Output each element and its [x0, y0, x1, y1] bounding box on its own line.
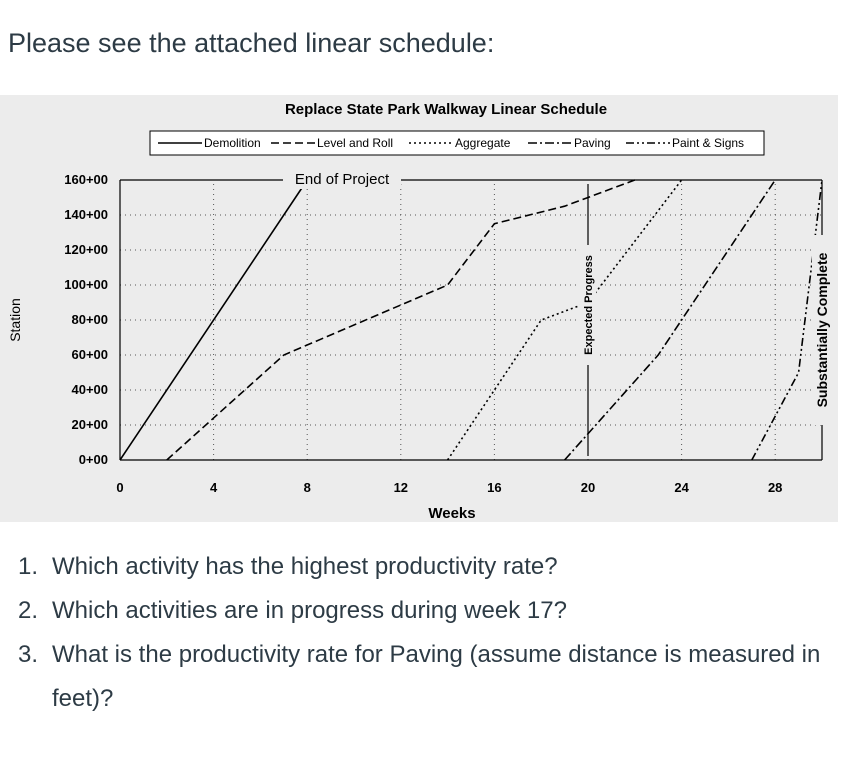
chart-tick-labels: 0 4 8 12 16 20 24 28 0+00 20+00 40+00 60+00 80+00 100…	[7, 172, 782, 522]
chart-series	[119, 179, 823, 461]
legend-label: Level and Roll	[317, 136, 393, 150]
chart-title: Replace State Park Walkway Linear Schedu…	[285, 101, 607, 118]
series-line	[119, 179, 308, 461]
x-tick-label: 0	[116, 480, 123, 495]
y-tick-label: 120+00	[64, 242, 108, 257]
y-tick-label: 0+00	[79, 452, 108, 467]
expected-progress-annotation: Expected Progress	[583, 255, 595, 355]
question-item: 3. What is the productivity rate for Pav…	[18, 633, 848, 721]
y-axis-label: Station	[7, 298, 23, 342]
series-line	[751, 179, 823, 461]
question-number: 2.	[18, 597, 39, 624]
legend-label: Paving	[574, 136, 611, 150]
x-tick-label: 16	[487, 480, 501, 495]
linear-schedule-chart: Replace State Park Walkway Linear Schedu…	[0, 95, 838, 522]
chart-grid	[120, 179, 822, 460]
series-line	[564, 179, 776, 461]
question-text: Which activity has the highest productiv…	[52, 553, 558, 580]
question-item: 2. Which activities are in progress duri…	[18, 589, 848, 633]
series-line	[166, 179, 636, 461]
y-tick-label: 60+00	[71, 347, 108, 362]
question-text: Which activities are in progress during …	[52, 597, 567, 624]
x-axis-label: Weeks	[428, 505, 475, 522]
y-tick-label: 140+00	[64, 207, 108, 222]
x-tick-label: 4	[210, 480, 218, 495]
question-item: 1. Which activity has the highest produc…	[18, 545, 848, 589]
substantially-complete-annotation: Substantially Complete	[814, 252, 830, 407]
y-tick-label: 100+00	[64, 277, 108, 292]
y-tick-label: 80+00	[71, 312, 108, 327]
question-number: 3.	[18, 641, 39, 668]
end-of-project-bg	[283, 167, 401, 189]
question-number: 1.	[18, 553, 39, 580]
legend-label: Aggregate	[455, 136, 511, 150]
legend-box	[149, 130, 765, 156]
x-tick-label: 28	[768, 480, 782, 495]
x-tick-label: 24	[674, 480, 689, 495]
y-tick-label: 160+00	[64, 172, 108, 187]
x-tick-label: 12	[394, 480, 408, 495]
series-line	[446, 179, 683, 461]
x-tick-label: 20	[581, 480, 595, 495]
x-tick-label: 8	[304, 480, 311, 495]
y-tick-label: 40+00	[71, 382, 108, 397]
question-list: 1. Which activity has the highest produc…	[18, 545, 848, 721]
legend-label: Paint & Signs	[672, 136, 744, 150]
chart-svg: Replace State Park Walkway Linear Schedu…	[7, 101, 832, 522]
y-tick-label: 20+00	[71, 417, 108, 432]
expected-progress-bg	[580, 245, 596, 365]
chart-legend: Demolition Level and Roll Aggregate Paving P…	[149, 130, 765, 156]
question-text: What is the productivity rate for Paving…	[52, 641, 821, 712]
legend-label: Demolition	[204, 136, 261, 150]
intro-text: Please see the attached linear schedule:	[8, 28, 495, 58]
substantially-complete-bg	[812, 235, 832, 425]
chart-annotations: End of Project Expected Progress Substanti…	[283, 167, 832, 456]
end-of-project-annotation: End of Project	[295, 171, 390, 188]
